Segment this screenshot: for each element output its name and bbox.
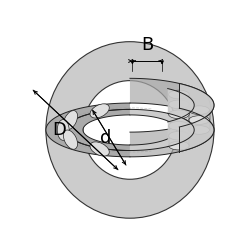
Text: d: d (100, 128, 112, 146)
Ellipse shape (168, 90, 189, 99)
Ellipse shape (83, 80, 177, 179)
Ellipse shape (189, 126, 210, 134)
Text: B: B (141, 36, 154, 54)
Polygon shape (46, 103, 130, 157)
Ellipse shape (168, 110, 189, 118)
Polygon shape (179, 84, 214, 152)
Ellipse shape (168, 132, 189, 140)
Ellipse shape (64, 130, 78, 149)
Ellipse shape (168, 141, 189, 150)
Ellipse shape (168, 122, 189, 130)
Text: D: D (52, 121, 66, 139)
Ellipse shape (189, 106, 210, 114)
Ellipse shape (46, 42, 214, 218)
Polygon shape (168, 88, 194, 146)
Ellipse shape (168, 100, 189, 109)
Ellipse shape (64, 110, 78, 130)
Ellipse shape (189, 116, 210, 124)
Polygon shape (130, 78, 214, 157)
Ellipse shape (57, 120, 69, 140)
Ellipse shape (90, 104, 109, 118)
Ellipse shape (90, 142, 109, 156)
Polygon shape (130, 110, 194, 150)
Polygon shape (66, 110, 130, 150)
